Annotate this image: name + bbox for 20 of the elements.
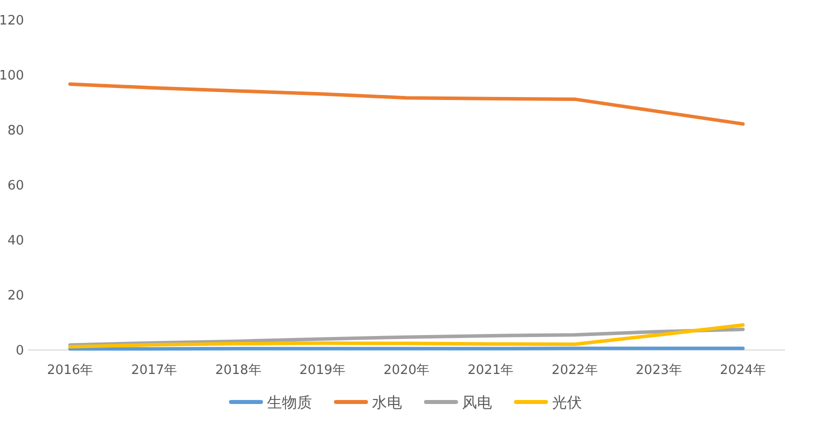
legend-label: 水电 [372,394,402,412]
y-tick-label: 100 [0,68,24,84]
x-tick-label: 2017年 [131,363,178,378]
y-tick-label: 120 [0,14,24,28]
legend-label: 光伏 [552,394,582,412]
x-tick-label: 2018年 [215,363,262,378]
y-tick-label: 60 [7,178,24,194]
x-tick-label: 2024年 [720,363,766,378]
x-tick-label: 2023年 [636,363,682,378]
x-tick-label: 2019年 [299,363,346,378]
y-tick-label: 0 [16,344,24,358]
legend-label: 风电 [462,394,492,412]
x-tick-label: 2016年 [47,363,94,378]
legend-label: 生物质 [267,394,312,412]
x-tick-label: 2022年 [552,363,598,378]
x-tick-label: 2021年 [468,363,514,378]
y-tick-label: 80 [7,124,24,138]
x-tick-label: 2020年 [383,363,430,378]
y-tick-label: 20 [7,288,24,304]
y-tick-label: 40 [7,234,24,248]
